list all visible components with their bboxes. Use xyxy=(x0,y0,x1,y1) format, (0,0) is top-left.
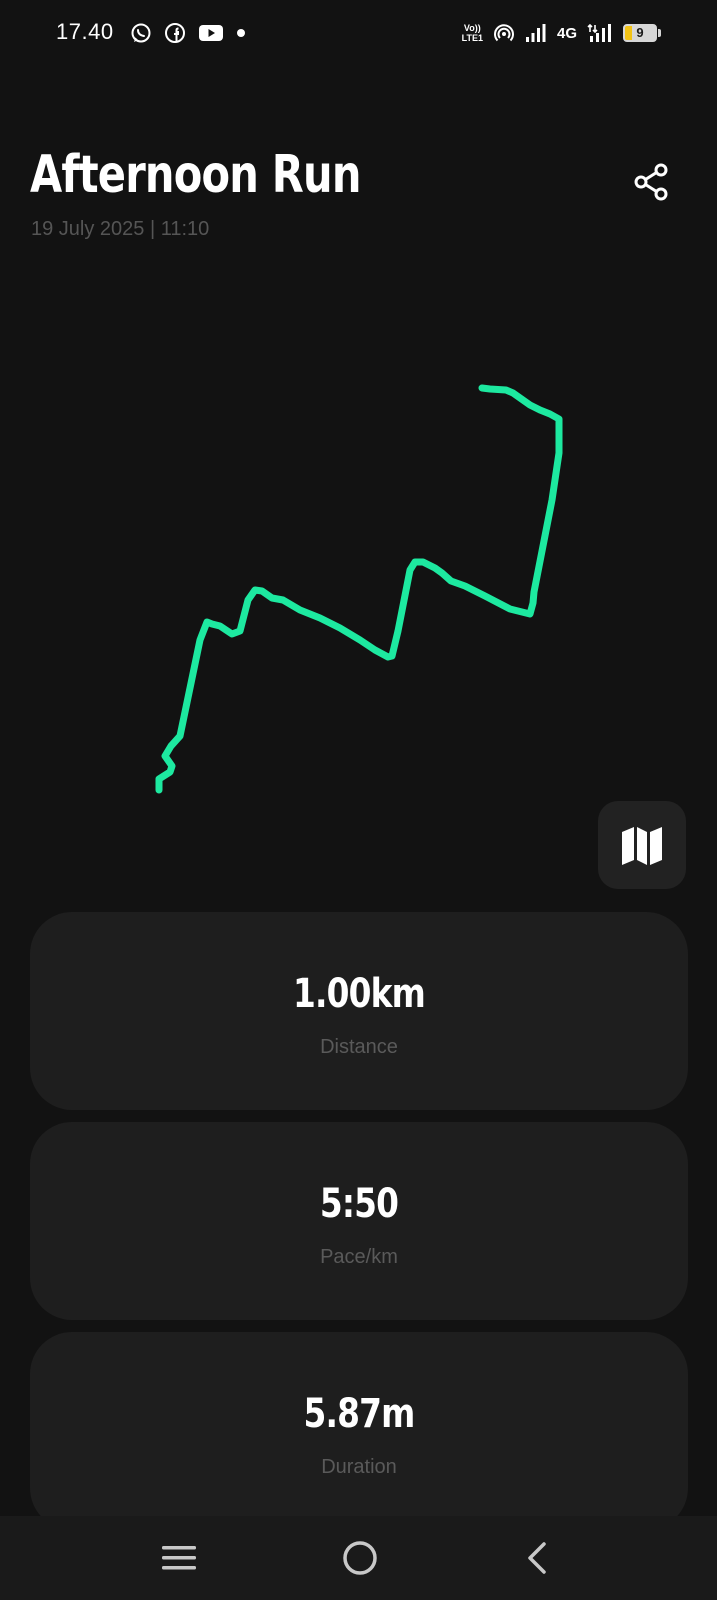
dot-icon xyxy=(236,28,246,38)
volte-indicator: Vo)) LTE1 xyxy=(462,23,483,43)
whatsapp-icon xyxy=(130,22,152,44)
hotspot-icon xyxy=(493,22,515,44)
page-title: Afternoon Run xyxy=(30,145,361,205)
route-map xyxy=(155,384,563,794)
menu-icon xyxy=(162,1546,196,1570)
map-icon xyxy=(622,827,662,865)
battery-level: 9 xyxy=(636,25,644,40)
stat-card-distance: 1.00km Distance xyxy=(30,912,688,1110)
notification-icons xyxy=(130,20,246,46)
stat-card-duration: 5.87m Duration xyxy=(30,1332,688,1530)
map-view-button[interactable] xyxy=(598,801,686,889)
stat-value: 1.00km xyxy=(292,971,426,1017)
stat-label: Distance xyxy=(320,1036,398,1058)
stat-value: 5:50 xyxy=(319,1181,399,1227)
stat-value: 5.87m xyxy=(303,1391,415,1437)
back-icon xyxy=(528,1542,546,1574)
nav-home-button[interactable] xyxy=(334,1532,386,1584)
status-bar: 17.40 Vo)) LTE1 xyxy=(0,0,717,66)
facebook-icon xyxy=(164,22,186,44)
route-path xyxy=(155,384,563,794)
stat-label: Duration xyxy=(321,1456,397,1478)
signal-icon xyxy=(525,23,547,43)
volte-top-label: Vo)) xyxy=(463,23,481,33)
battery-tip xyxy=(658,29,661,37)
home-icon xyxy=(343,1541,377,1575)
status-time: 17.40 xyxy=(56,19,114,44)
share-button[interactable] xyxy=(630,160,674,204)
nav-back-button[interactable] xyxy=(512,1532,564,1584)
network-type-label: 4G xyxy=(556,24,577,42)
stats-list: 1.00km Distance 5:50 Pace/km 5.87m Durat… xyxy=(30,912,688,1542)
activity-date-time: 19 July 2025 | 11:10 xyxy=(31,218,210,240)
youtube-icon xyxy=(198,23,224,43)
stat-label: Pace/km xyxy=(320,1246,398,1268)
stat-card-pace: 5:50 Pace/km xyxy=(30,1122,688,1320)
volte-bottom-label: LTE1 xyxy=(461,33,483,43)
battery-icon: 9 xyxy=(623,24,657,42)
system-nav-bar xyxy=(0,1516,717,1600)
nav-menu-button[interactable] xyxy=(153,1532,205,1584)
share-icon xyxy=(634,163,668,201)
system-status-icons: Vo)) LTE1 4G xyxy=(462,20,661,46)
signal-data-icon xyxy=(587,23,613,43)
